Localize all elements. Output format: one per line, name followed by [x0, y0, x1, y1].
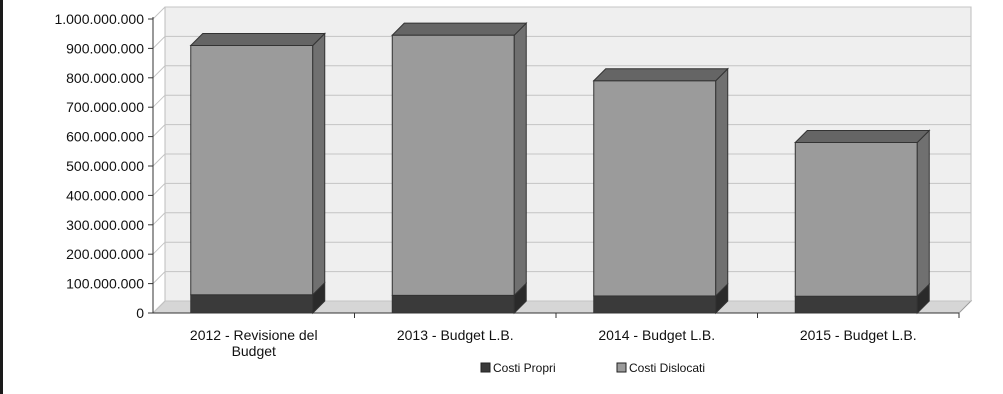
bar-1-side [312, 32, 326, 296]
bar-top [189, 32, 326, 46]
y-tick-label: 500.000.000 [66, 158, 144, 174]
bar-chart: 1.000.000.000 900.000.000 800.000.000 700.0… [54, 6, 973, 375]
bar-top [391, 22, 528, 36]
bar-1-side [513, 21, 527, 297]
bar-1-side [715, 67, 729, 298]
legend-swatch [480, 362, 491, 373]
y-tick-label: 100.000.000 [66, 276, 144, 292]
y-tick-label: 400.000.000 [66, 187, 144, 203]
x-category-label: 2012 - Revisione del Budget [190, 327, 318, 359]
legend-label: Costi Propri [493, 361, 556, 375]
y-tick-label: 200.000.000 [66, 246, 144, 262]
x-category-label: 2014 - Budget L.B. [598, 327, 715, 343]
bar-1-front [391, 34, 515, 296]
bar-0-front [391, 294, 515, 314]
bar-0-front [190, 294, 314, 314]
bar-top [592, 68, 729, 82]
y-tick-label: 0 [136, 305, 144, 321]
y-tick-label: 1.000.000.000 [54, 11, 144, 27]
gridline [152, 65, 971, 79]
y-tick-label: 700.000.000 [66, 99, 144, 115]
y-tick-label: 300.000.000 [66, 217, 144, 233]
gridline [152, 35, 971, 49]
x-category-label: 2013 - Budget L.B. [397, 327, 514, 343]
y-tick-label: 600.000.000 [66, 129, 144, 145]
bar-1-front [794, 141, 918, 297]
y-tick-label: 900.000.000 [66, 40, 144, 56]
bar-1-front [593, 80, 717, 297]
bar-0-front [593, 295, 717, 314]
legend-label: Costi Dislocati [629, 361, 705, 375]
bar-0-front [794, 295, 918, 314]
bar-top [794, 129, 931, 143]
bar-1-front [190, 44, 314, 296]
legend-swatch [616, 362, 627, 373]
y-tick-label: 800.000.000 [66, 70, 144, 86]
x-category-label: 2015 - Budget L.B. [800, 327, 917, 343]
bar-1-side [916, 129, 930, 298]
gridline [152, 6, 971, 20]
